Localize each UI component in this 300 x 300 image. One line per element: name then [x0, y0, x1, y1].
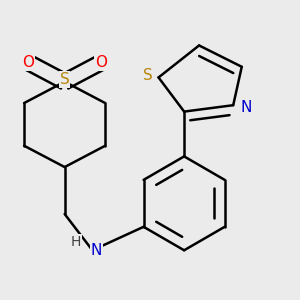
Text: N: N [240, 100, 252, 115]
Text: S: S [60, 72, 70, 87]
Text: S: S [143, 68, 153, 83]
Text: O: O [95, 55, 107, 70]
Text: N: N [91, 243, 102, 258]
Text: O: O [22, 55, 34, 70]
Text: H: H [71, 235, 81, 249]
